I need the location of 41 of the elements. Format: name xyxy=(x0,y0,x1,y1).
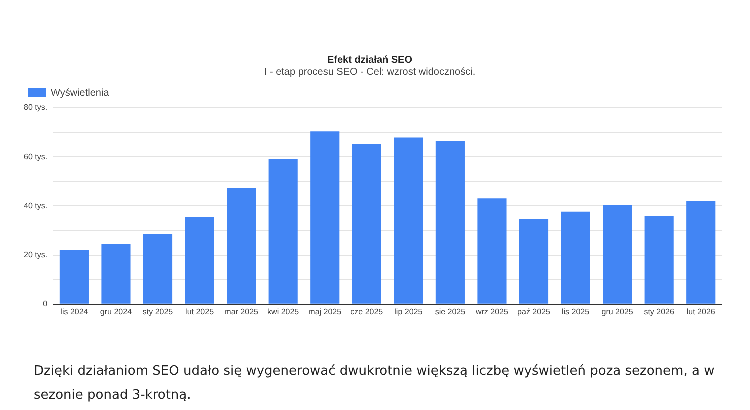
bar xyxy=(352,144,382,304)
y-tick-label: 80 tys. xyxy=(24,103,48,112)
x-tick-label: paź 2025 xyxy=(518,307,552,316)
x-tick-label: lut 2025 xyxy=(186,307,215,316)
bar xyxy=(686,201,716,304)
bar xyxy=(644,216,674,304)
bar xyxy=(185,217,214,304)
x-tick-label: maj 2025 xyxy=(308,307,342,316)
bar xyxy=(561,212,590,304)
y-tick-label: 60 tys. xyxy=(24,152,48,162)
x-tick-label: lis 2024 xyxy=(60,307,89,316)
x-tick-label: lut 2026 xyxy=(686,307,716,316)
bar xyxy=(60,250,89,304)
legend-label: Wyświetlenia xyxy=(51,88,110,99)
bar xyxy=(227,188,256,304)
bar xyxy=(603,205,632,304)
bar xyxy=(519,219,549,304)
chart-title: Efekt działań SEO xyxy=(327,54,413,66)
y-tick-label: 40 tys. xyxy=(24,201,48,210)
x-tick-label: sty 2025 xyxy=(142,307,174,316)
bar xyxy=(478,198,507,304)
x-tick-label: gru 2025 xyxy=(602,307,634,316)
bar xyxy=(102,244,131,304)
x-tick-label: mar 2025 xyxy=(224,307,260,316)
x-tick-label: wrz 2025 xyxy=(474,307,510,316)
x-tick-label: lip 2025 xyxy=(394,307,424,316)
chart-subtitle: I - etap procesu SEO - Cel: wzrost widoczności. xyxy=(264,66,476,78)
x-tick-label: kwi 2025 xyxy=(268,307,300,316)
bar xyxy=(394,138,424,304)
y-tick-label: 20 tys. xyxy=(24,250,48,260)
x-tick-label: lis 2025 xyxy=(562,307,590,316)
x-tick-label: gru 2024 xyxy=(100,307,133,316)
bar xyxy=(436,141,465,304)
x-tick-label: sty 2026 xyxy=(644,307,675,316)
text: Dzięki działaniom SEO udało się wygenerować dwukrotnie większą liczbę wyświetleń poza sezonem, a w sezonie ponad 3-krotną. xyxy=(34,363,716,405)
bar xyxy=(310,132,340,304)
x-tick-label: sie 2025 xyxy=(435,307,466,316)
y-tick-label: 0 xyxy=(43,300,48,309)
bar xyxy=(268,159,298,304)
x-tick-label: cze 2025 xyxy=(350,307,384,316)
bar xyxy=(143,234,173,304)
